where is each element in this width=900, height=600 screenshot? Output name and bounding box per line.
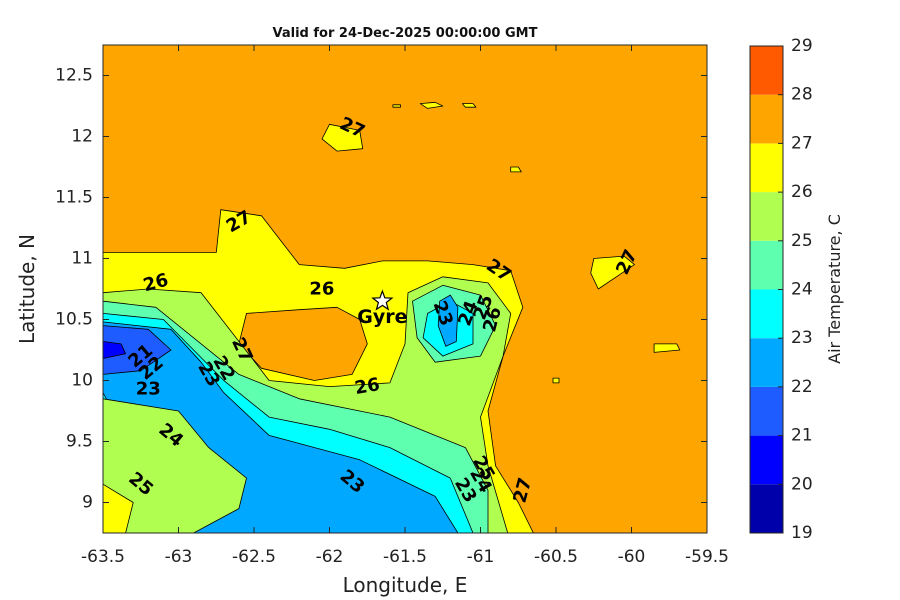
marker-star-icon [371,289,394,311]
colorbar-tick-label: 22 [791,377,813,397]
x-tick-label: -59.5 [685,547,729,567]
colorbar-swatch-25 [750,192,783,241]
contour-label-23: 23 [136,379,161,400]
contour-region-26-16 [392,104,401,108]
colorbar-tick-label: 26 [791,182,813,202]
y-tick-label: 12.5 [55,66,93,86]
x-tick-label: -62.5 [232,547,276,567]
colorbar-swatch-21 [750,386,783,436]
contour-region-26-17 [510,166,522,173]
colorbar-tick-label: 21 [791,426,813,446]
colorbar-title: Air Temperature, C [825,214,844,364]
contour-region-26-18 [590,255,635,290]
contour-region-26-13 [321,123,364,152]
x-tick-label: -63 [165,547,193,567]
contour-region-22-8 [437,294,459,347]
colorbar-swatch-19 [750,484,783,533]
colorbar-swatch-24 [750,240,783,290]
colorbar-tick-label: 28 [791,85,813,105]
contour-region-26-19 [653,343,681,353]
y-tick-label: 11.5 [55,188,93,208]
colorbar: 19 20 21 22 23 24 25 26 27 28 29 [749,36,813,543]
x-axis-label: Longitude, E [343,573,468,597]
y-axis-ticks: 9 9.5 10 10.5 11 11.5 12 12.5 [55,66,707,513]
colorbar-tick-label: 25 [791,231,813,251]
x-tick-label: -61 [467,547,495,567]
contour-region-25-11 [103,398,247,533]
contour-region-20-10 [103,341,126,359]
x-tick-label: -60.5 [534,547,578,567]
x-axis-ticks: -63.5 -63 -62.5 -62 -61.5 -61 -60.5 -60 -59.5 [81,45,729,567]
marker-label: Gyre [357,306,407,328]
colorbar-tick-label: 23 [791,328,813,348]
colorbar-swatch-28 [750,46,783,95]
y-tick-label: 10.5 [55,310,93,330]
colorbar-tick-label: 20 [791,474,813,494]
contour-region-26-15 [461,103,477,108]
y-axis-label: Latitude, N [15,234,39,344]
contour-label-26: 26 [309,279,334,300]
contour-region-21-9 [103,325,172,375]
x-tick-label: -61.5 [383,547,427,567]
contour-region-26-14 [419,101,444,109]
colorbar-tick-label: 29 [791,36,813,56]
y-tick-label: 11 [71,249,93,269]
y-tick-label: 9 [82,493,93,513]
colorbar-tick-label: 19 [791,523,813,543]
y-tick-label: 12 [71,127,93,147]
contour-label-26: 26 [353,374,381,399]
contour-regions [103,101,681,533]
colorbar-swatch-20 [750,435,783,485]
y-tick-label: 10 [71,371,93,391]
colorbar-swatch-23 [750,289,783,339]
colorbar-tick-label: 24 [791,280,813,300]
y-tick-label: 9.5 [66,432,93,452]
colorbar-tick-label: 27 [791,133,813,153]
x-tick-label: -62 [316,547,344,567]
colorbar-swatch-22 [750,338,783,387]
x-tick-label: -63.5 [81,547,125,567]
colorbar-swatch-27 [750,94,783,144]
colorbar-swatch-26 [750,143,783,193]
marker-layer: Gyre [357,289,407,328]
contour-region-26-12 [103,483,134,533]
contour-region-26-20 [552,377,560,384]
x-tick-label: -60 [618,547,646,567]
chart-title: Valid for 24-Dec-2025 00:00:00 GMT [273,26,538,41]
